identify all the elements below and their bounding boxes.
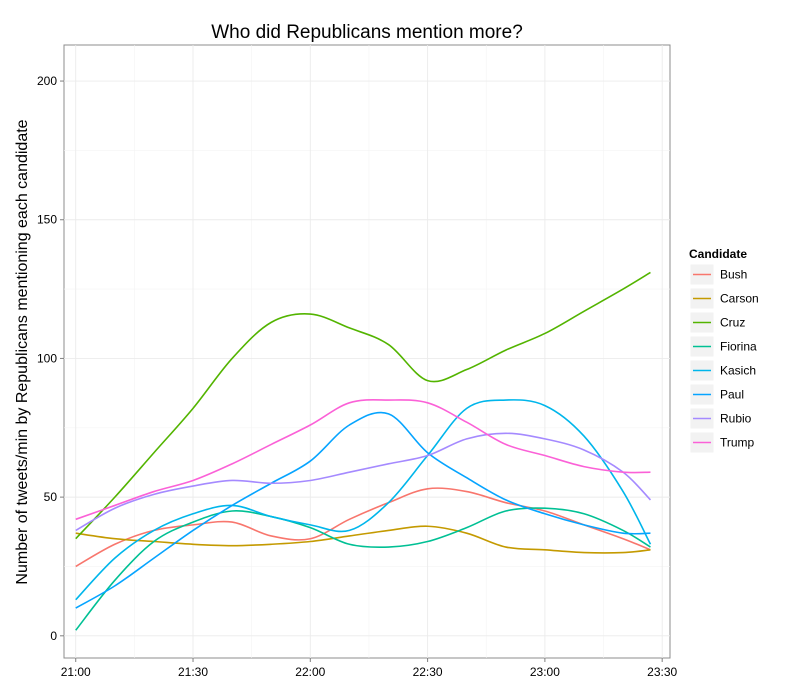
series-line-trump (75, 399, 651, 521)
y-tick-label: 100 (37, 351, 57, 365)
series-line-rubio (75, 432, 652, 532)
x-tick-label: 21:30 (178, 665, 208, 679)
legend-label-fiorina: Fiorina (720, 340, 757, 354)
legend: Candidate Bush Carson Cruz Fiorina Kasich Pau… (689, 247, 759, 454)
x-tick-label: 22:00 (295, 665, 325, 679)
series-lines (75, 271, 652, 631)
series-line-bush (75, 487, 651, 568)
grid (64, 45, 670, 658)
x-tick-label: 23:30 (647, 665, 677, 679)
y-tick-label: 0 (50, 629, 57, 643)
legend-label-carson: Carson (720, 292, 759, 306)
legend-label-paul: Paul (720, 388, 744, 402)
legend-title: Candidate (689, 247, 747, 261)
legend-label-trump: Trump (720, 436, 755, 450)
legend-label-bush: Bush (720, 268, 747, 282)
series-line-paul (75, 411, 651, 609)
legend-label-kasich: Kasich (720, 364, 756, 378)
legend-items: Bush Carson Cruz Fiorina Kasich Paul Rubio Trum… (689, 263, 759, 454)
series-line-kasich (75, 399, 652, 601)
legend-label-rubio: Rubio (720, 412, 752, 426)
chart-title: Who did Republicans mention more? (211, 22, 523, 43)
x-tick-label: 21:00 (61, 665, 91, 679)
y-tick-label: 200 (37, 74, 57, 88)
series-line-carson (75, 525, 651, 554)
x-tick-label: 23:00 (530, 665, 560, 679)
y-tick-label: 150 (37, 213, 57, 227)
series-line-cruz (75, 271, 651, 540)
x-axis-ticks: 21:00 21:30 22:00 22:30 23:00 23:30 (61, 658, 678, 679)
y-axis-title: Number of tweets/min by Republicans ment… (14, 119, 31, 584)
x-tick-label: 22:30 (413, 665, 443, 679)
series-line-fiorina (75, 507, 651, 631)
y-tick-label: 50 (44, 490, 58, 504)
y-axis-ticks: 0 50 100 150 200 (37, 74, 64, 643)
legend-label-cruz: Cruz (720, 316, 745, 330)
plot-panel (63, 44, 671, 659)
